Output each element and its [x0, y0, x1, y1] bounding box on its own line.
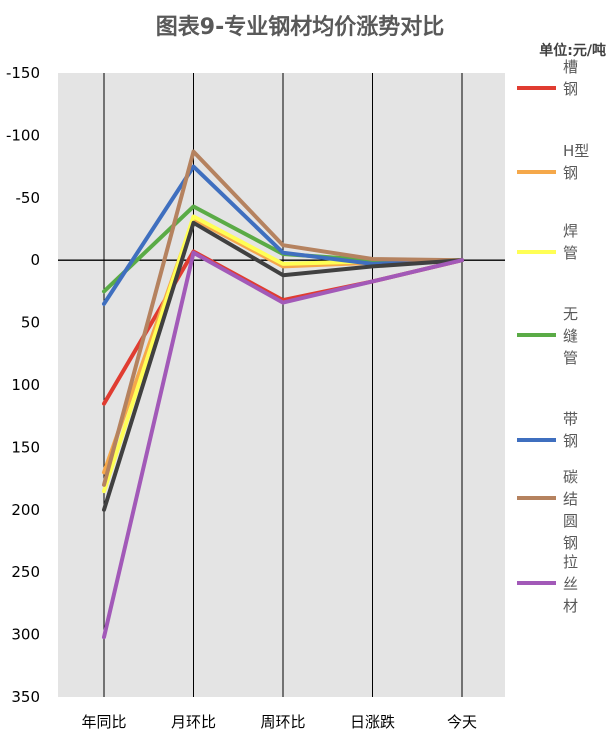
legend-label-5: 碳结圆钢 — [563, 468, 578, 552]
y-tick-label: -150 — [6, 64, 40, 82]
series-line-6 — [102, 220, 464, 512]
y-tick-label: 350 — [11, 688, 40, 706]
legend-label-4: 带钢 — [563, 410, 578, 450]
series-line-7 — [102, 250, 464, 640]
y-tick-label: 0 — [30, 251, 40, 269]
series-group — [102, 149, 464, 640]
y-tick-label: 250 — [11, 563, 40, 581]
series-line-5 — [102, 149, 464, 487]
y-tick-label: 300 — [11, 626, 40, 644]
legend-label-1: H型钢 — [563, 142, 589, 182]
x-axis-ticks: 年同比 月环比 周环比 日涨跌 今天 — [81, 713, 477, 731]
x-tick-label: 日涨跌 — [350, 713, 395, 731]
y-tick-label: 50 — [21, 314, 40, 332]
legend-label-7: 拉丝材 — [563, 553, 578, 615]
x-tick-label: 月环比 — [171, 713, 216, 731]
y-tick-label: -100 — [6, 126, 40, 144]
unit-label: 单位:元/吨 — [539, 42, 606, 59]
legend-label-0: 槽钢 — [563, 58, 578, 98]
y-axis-ticks: -150 -100 -50 0 50 100 150 200 250 300 350 — [6, 64, 40, 706]
x-tick-label: 年同比 — [81, 713, 126, 731]
chart-title: 图表9-专业钢材均价涨势对比 — [156, 14, 444, 40]
x-tick-label: 周环比 — [260, 713, 305, 731]
x-tick-label: 今天 — [447, 713, 477, 731]
y-tick-label: 150 — [11, 438, 40, 456]
y-tick-label: 100 — [11, 376, 40, 394]
legend-label-3: 无缝管 — [563, 305, 578, 367]
y-tick-label: 200 — [11, 501, 40, 519]
plot-area — [58, 73, 505, 697]
y-tick-label: -50 — [16, 189, 41, 207]
legend-label-2: 焊管 — [563, 222, 578, 262]
